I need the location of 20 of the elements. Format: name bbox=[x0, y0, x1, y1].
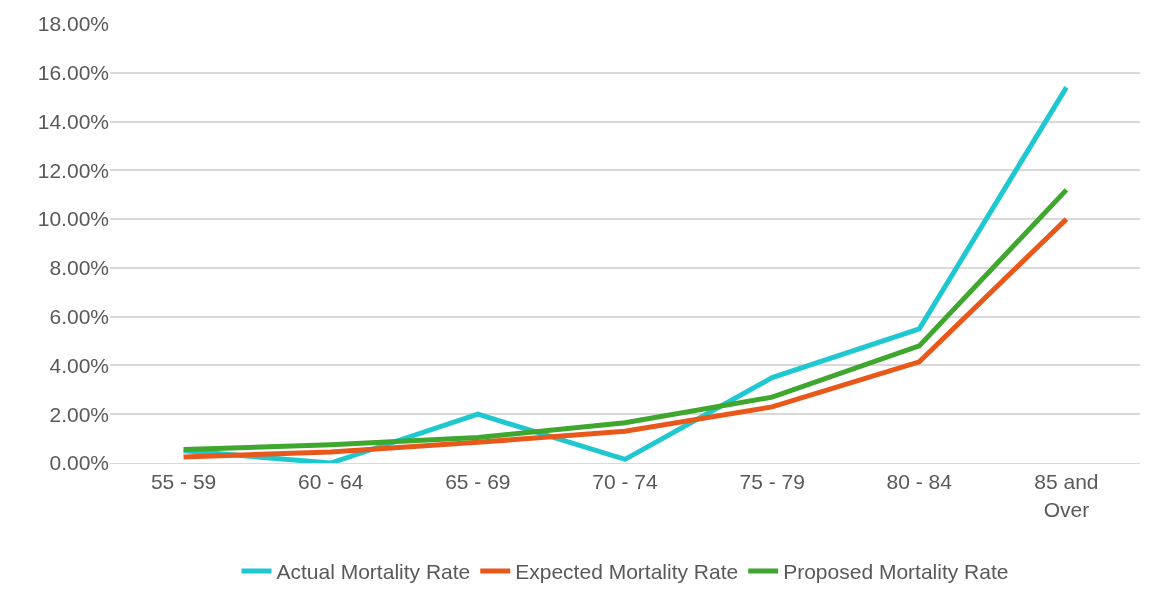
legend-label: Proposed Mortality Rate bbox=[783, 560, 1009, 584]
legend-label: Expected Mortality Rate bbox=[515, 560, 739, 584]
y-tick-label: 16.00% bbox=[37, 61, 109, 85]
x-tick-label: 60 - 64 bbox=[298, 470, 364, 494]
y-tick-label: 6.00% bbox=[49, 305, 109, 329]
y-tick-label: 18.00% bbox=[37, 12, 109, 36]
x-tick-label: 80 - 84 bbox=[886, 470, 953, 494]
y-tick-label: 4.00% bbox=[49, 353, 109, 377]
x-tick-label: 65 - 69 bbox=[445, 470, 511, 494]
x-tick-label: 85 and Over bbox=[1034, 470, 1099, 521]
x-tick-label: 70 - 74 bbox=[592, 470, 658, 494]
y-tick-label: 8.00% bbox=[49, 256, 109, 280]
y-tick-label: 12.00% bbox=[37, 158, 109, 182]
y-tick-label: 10.00% bbox=[37, 207, 109, 231]
x-tick-label: 75 - 79 bbox=[739, 470, 805, 494]
legend-label: Actual Mortality Rate bbox=[276, 560, 471, 584]
y-tick-label: 2.00% bbox=[49, 402, 109, 426]
x-tick-label: 55 - 59 bbox=[150, 470, 217, 494]
y-tick-label: 0.00% bbox=[49, 451, 109, 475]
y-tick-label: 14.00% bbox=[37, 109, 109, 133]
